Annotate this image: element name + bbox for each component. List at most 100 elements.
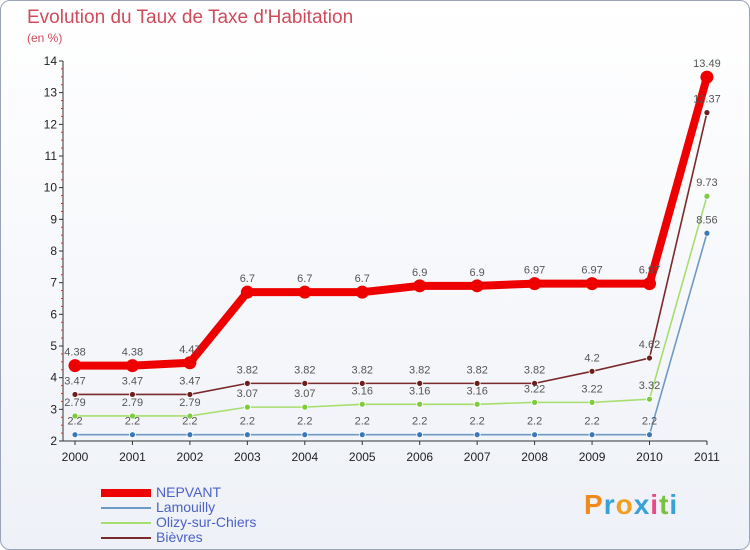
data-label: 2.2	[240, 416, 255, 428]
data-label: 3.32	[639, 380, 660, 392]
data-point	[358, 400, 366, 408]
data-label: 2.2	[125, 416, 140, 428]
data-label: 3.22	[524, 383, 545, 395]
legend-swatch	[101, 489, 151, 497]
data-label: 3.82	[409, 364, 430, 376]
data-point	[700, 70, 714, 84]
data-label: 2.2	[412, 416, 427, 428]
data-label: 6.9	[470, 267, 485, 279]
data-point	[531, 431, 538, 439]
data-point	[588, 431, 596, 439]
data-label: 2.79	[179, 397, 200, 409]
data-point	[183, 356, 197, 370]
legend-item: Bièvres	[101, 529, 401, 545]
data-label: 6.7	[297, 273, 312, 285]
data-point	[416, 400, 424, 408]
data-point	[358, 379, 366, 387]
data-point	[186, 391, 194, 398]
data-point	[240, 285, 254, 299]
data-point	[71, 412, 79, 420]
data-label: 4.47	[179, 344, 200, 356]
data-label: 2.2	[182, 416, 197, 428]
data-label: 3.47	[179, 375, 200, 387]
data-point	[71, 431, 79, 439]
data-label: 2.2	[297, 416, 312, 428]
series-line-bi-vres	[74, 111, 708, 396]
x-tick-label: 2008	[521, 450, 548, 464]
data-label: 2.79	[122, 397, 143, 409]
data-point	[473, 400, 481, 408]
data-point	[703, 229, 711, 237]
data-point	[703, 109, 711, 117]
data-label: 3.16	[409, 385, 430, 397]
data-label: 3.22	[581, 383, 602, 395]
data-point	[125, 359, 139, 373]
data-point	[416, 431, 424, 439]
x-tick-label: 2005	[349, 450, 376, 464]
data-label: 3.16	[466, 385, 487, 397]
data-label: 6.7	[240, 273, 255, 285]
y-tick-label: 5	[50, 339, 57, 353]
y-tick-label: 3	[50, 402, 57, 416]
data-point	[528, 277, 542, 291]
data-label: 2.2	[355, 416, 370, 428]
chart-title: Evolution du Taux de Taxe d'Habitation	[27, 7, 354, 28]
data-point	[243, 379, 251, 387]
data-point	[413, 279, 427, 293]
data-point	[531, 398, 538, 406]
data-label: 4.38	[64, 347, 85, 359]
data-label: 3.16	[352, 385, 373, 397]
data-label: 4.38	[122, 347, 143, 359]
series-line-nepvant	[71, 73, 711, 370]
data-label: 2.2	[470, 416, 485, 428]
data-point	[301, 403, 309, 411]
data-point	[355, 285, 369, 299]
data-label: 3.07	[237, 388, 258, 400]
y-tick-label: 14	[44, 54, 58, 68]
y-tick-label: 4	[50, 371, 57, 385]
data-label: 3.07	[294, 388, 315, 400]
series-line-lamouilly	[74, 232, 708, 436]
legend-label: Lamouilly	[156, 499, 216, 515]
legend-label: Bièvres	[156, 529, 203, 545]
data-label: 13.49	[693, 58, 721, 70]
data-label: 6.97	[639, 265, 660, 277]
legend-item: Lamouilly	[101, 499, 401, 515]
data-point	[470, 279, 484, 293]
data-point	[703, 192, 711, 200]
data-label: 3.82	[352, 364, 373, 376]
legend-label: Olizy-sur-Chiers	[156, 514, 257, 530]
data-label: 9.73	[696, 177, 717, 189]
y-tick-label: 10	[44, 181, 58, 195]
x-tick-label: 2006	[406, 450, 433, 464]
y-tick-label: 7	[50, 276, 57, 290]
logo-letter: i	[650, 489, 660, 520]
data-point	[643, 277, 656, 291]
data-label: 6.97	[581, 265, 602, 277]
legend-item: NEPVANT	[101, 484, 401, 500]
data-label: 3.47	[122, 375, 143, 387]
data-point	[531, 379, 538, 387]
data-point	[646, 354, 653, 362]
legend-swatch	[101, 507, 151, 509]
data-label: 2.2	[642, 416, 657, 428]
data-point	[416, 379, 424, 387]
y-tick-label: 8	[50, 244, 57, 258]
y-tick-label: 9	[50, 212, 57, 226]
data-label: 3.82	[237, 364, 258, 376]
data-label: 3.82	[524, 364, 545, 376]
data-point	[473, 379, 481, 387]
x-tick-label: 2000	[62, 450, 89, 464]
chart-subtitle: (en %)	[27, 31, 63, 45]
data-label: 4.62	[639, 339, 660, 351]
data-point	[588, 398, 596, 406]
x-tick-label: 2009	[579, 450, 606, 464]
legend-swatch	[101, 537, 151, 539]
data-point	[243, 403, 251, 411]
data-label: 8.56	[696, 214, 717, 226]
data-point	[186, 412, 194, 420]
y-tick-label: 12	[44, 117, 58, 131]
logo-letter: i	[669, 489, 679, 520]
